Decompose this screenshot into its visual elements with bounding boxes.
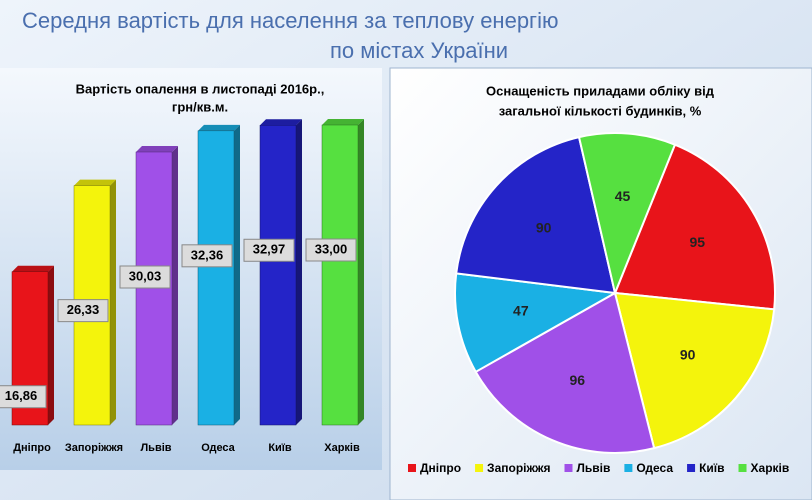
bar-top: [322, 119, 364, 125]
slide-title: Середня вартість для населення за теплов…: [22, 8, 558, 33]
x-tick-label: Київ: [268, 442, 292, 454]
chart-title: Оснащеність приладами обліку від: [486, 83, 715, 98]
legend-swatch: [738, 464, 747, 472]
x-tick-label: Одеса: [201, 442, 235, 454]
pie-slice: [454, 272, 619, 374]
pie-slice: [613, 143, 776, 311]
value-label-box: [119, 265, 171, 289]
bar-side: [358, 119, 364, 425]
value-label-box: [181, 244, 233, 268]
bar: [321, 124, 359, 426]
value-label: 32,97: [253, 242, 286, 257]
data-label: 95: [689, 234, 705, 250]
data-label: 96: [569, 372, 585, 388]
chart-title: грн/кв.м.: [172, 99, 228, 114]
bar-top: [136, 146, 178, 152]
legend-label: Харків: [751, 461, 790, 475]
pie-slice: [613, 291, 776, 450]
value-label: 16,86: [5, 388, 38, 403]
value-label: 33,00: [315, 241, 348, 256]
bar-side: [48, 265, 54, 425]
legend-label: Одеса: [636, 461, 673, 475]
legend-swatch: [564, 464, 573, 472]
legend-swatch: [408, 464, 416, 472]
x-tick-label: Харків: [324, 442, 360, 454]
bar-chart: Вартість опалення в листопаді 2016р., грн…: [0, 81, 364, 454]
value-label: 26,33: [67, 302, 100, 317]
value-label-box: [243, 238, 295, 262]
data-label: 47: [513, 302, 529, 318]
bar-side: [234, 124, 240, 426]
legend-swatch: [687, 464, 696, 472]
legend-swatch: [624, 464, 633, 472]
data-label: 90: [680, 347, 696, 363]
pie-slice: [455, 135, 617, 295]
data-label: 45: [615, 188, 631, 204]
bar-side: [110, 179, 116, 425]
value-label-box: [57, 299, 109, 323]
value-label: 30,03: [129, 268, 162, 283]
legend-swatch: [475, 464, 484, 472]
x-tick-label: Дніпро: [13, 442, 51, 454]
bar-side: [296, 119, 302, 425]
bar: [197, 130, 235, 426]
chart-title: загальної кількості будинків, %: [499, 103, 702, 118]
bar: [259, 125, 297, 426]
x-tick-label: Львів: [140, 442, 171, 454]
legend-label: Дніпро: [420, 461, 461, 475]
bar-top: [260, 119, 302, 126]
pie-slice: [474, 291, 656, 454]
chart-title: Вартість опалення в листопаді 2016р.,: [76, 81, 325, 96]
pie-chart: Оснащеність приладами обліку від загально…: [408, 83, 789, 475]
value-label: 32,36: [191, 247, 224, 262]
data-label: 90: [536, 219, 552, 235]
legend-label: Львів: [577, 461, 611, 475]
pie-slice: [577, 132, 677, 297]
slide-title: по містах України: [330, 38, 508, 63]
left-panel: [0, 68, 382, 470]
x-tick-label: Запоріжжя: [65, 442, 123, 454]
legend-label: Запоріжжя: [487, 461, 550, 475]
bar-top: [12, 265, 54, 272]
bar-top: [198, 124, 240, 131]
value-label-box: [305, 238, 357, 262]
value-label-box: [0, 385, 47, 409]
bar-top: [74, 179, 116, 186]
legend-label: Київ: [699, 461, 724, 475]
bar-side: [172, 146, 178, 425]
